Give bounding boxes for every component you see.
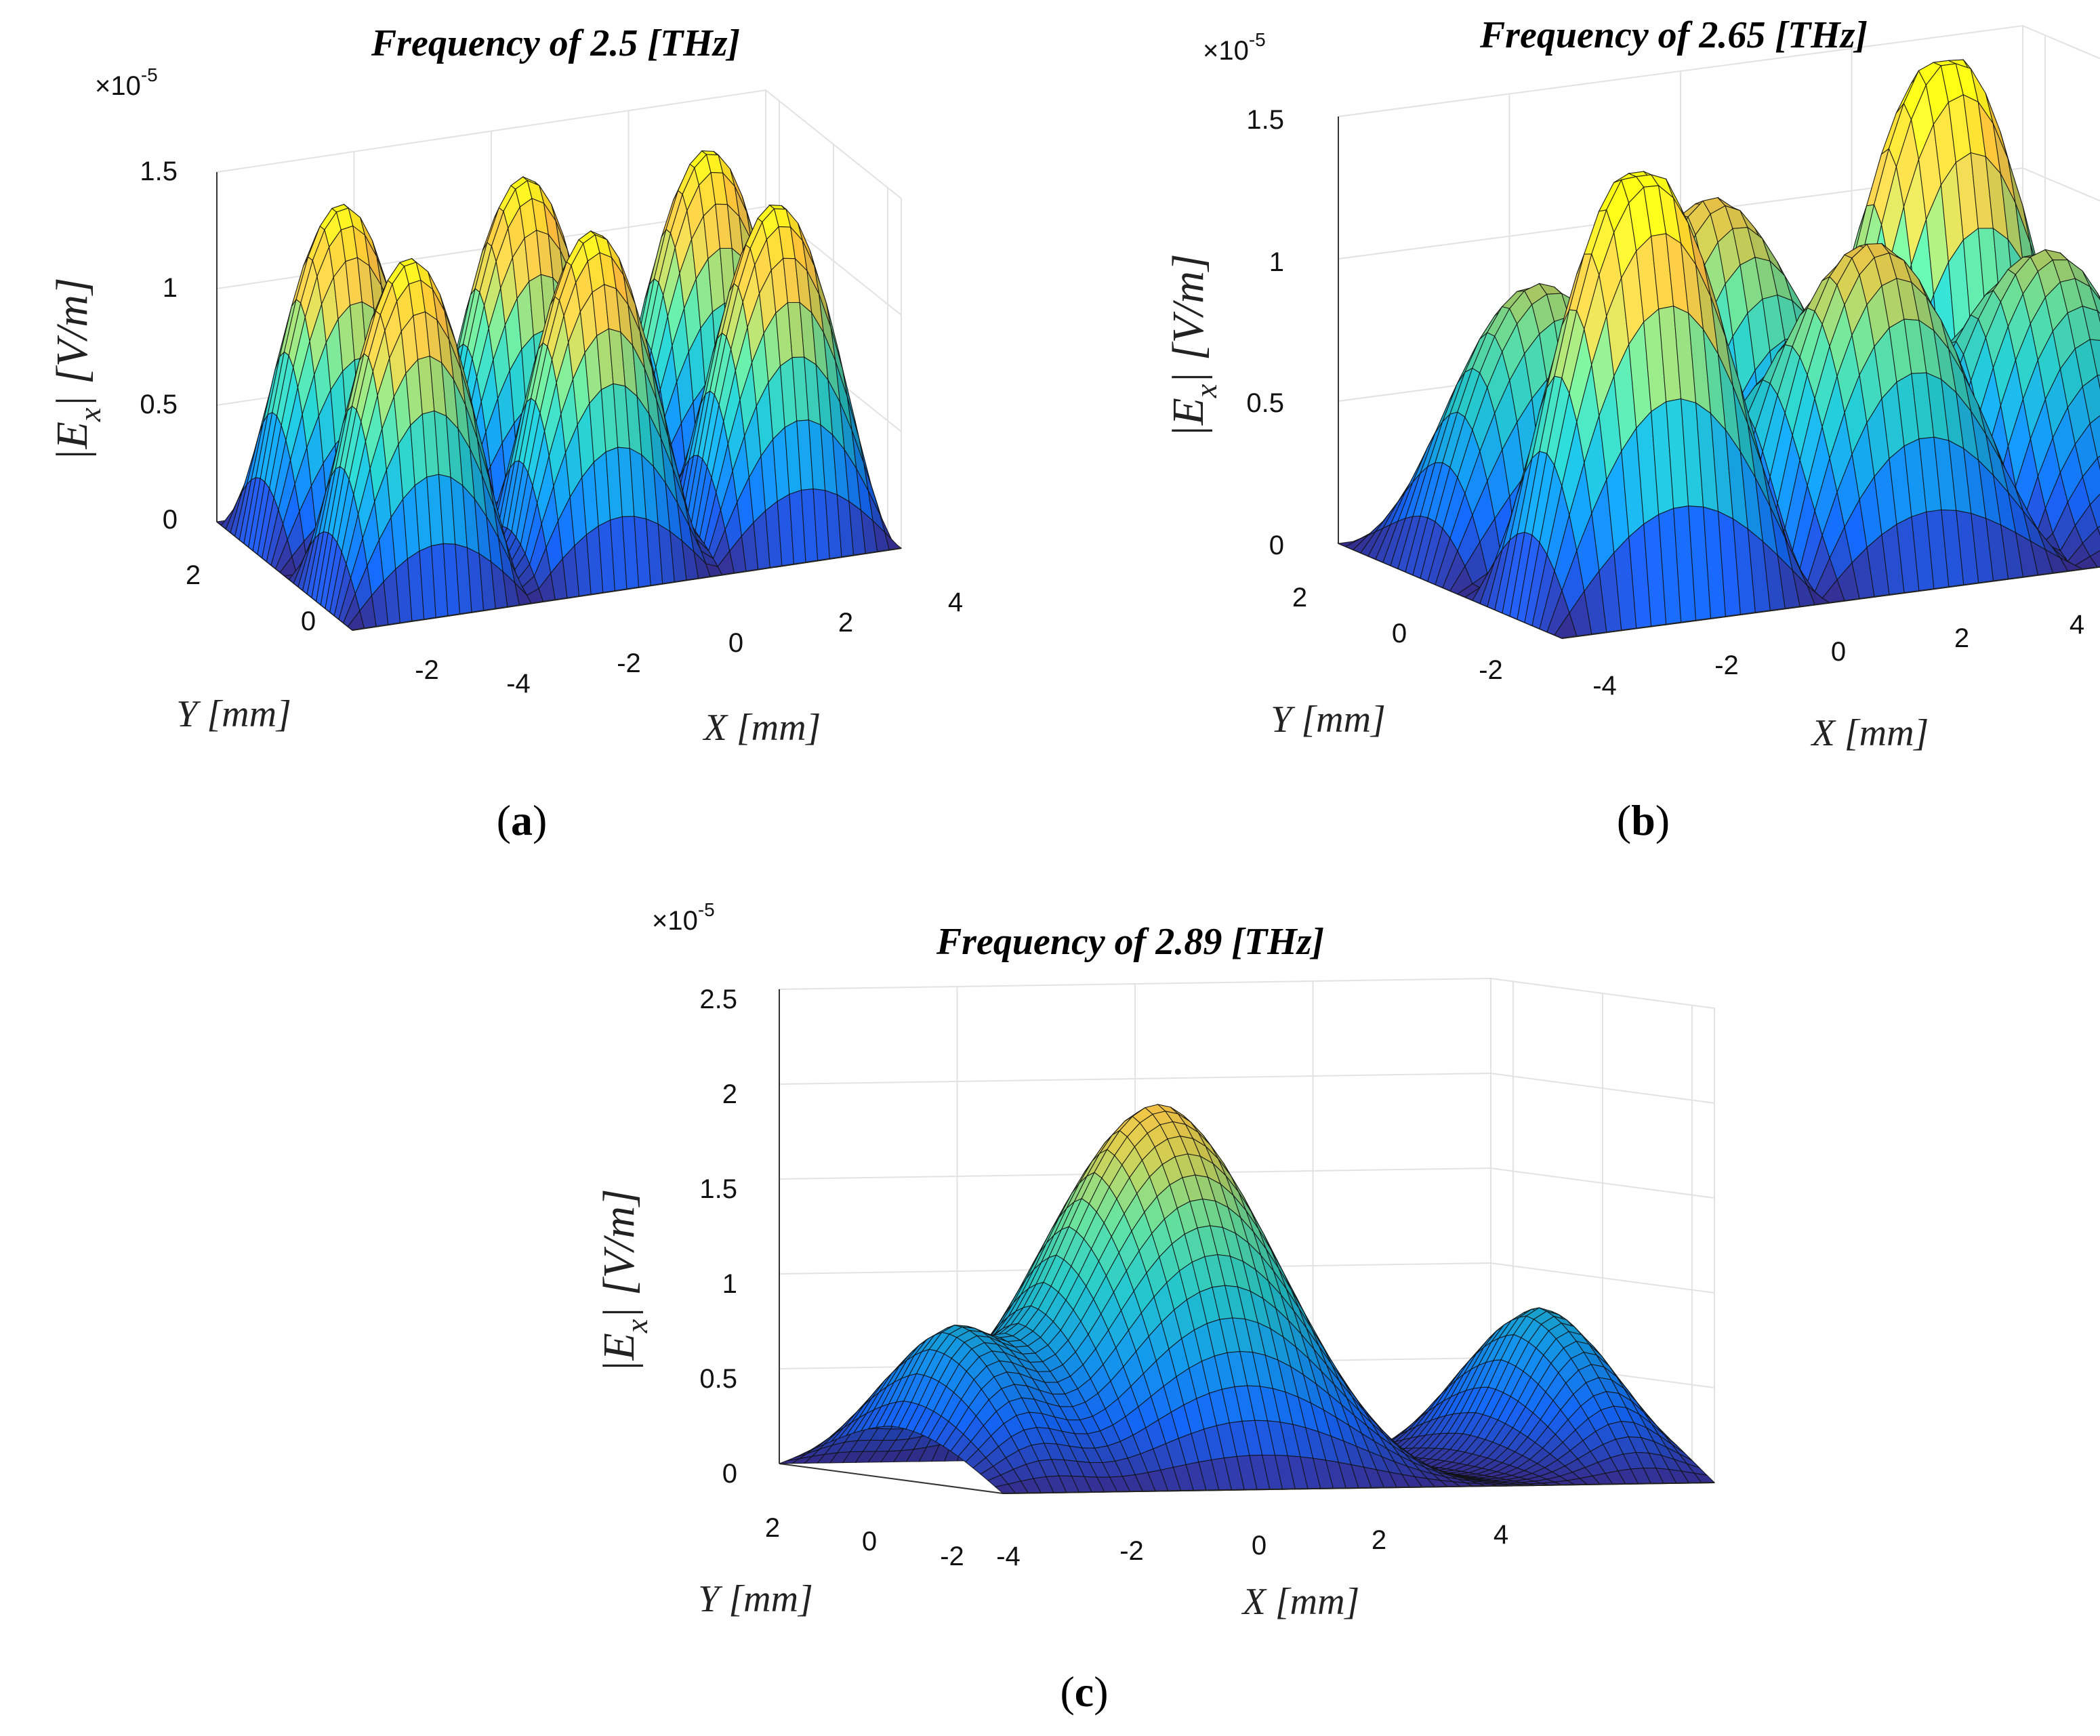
z-tick-labels-c: 0 0.5 1 1.5 2 2.5: [699, 985, 737, 1489]
y-tick-label: 0: [1392, 619, 1407, 648]
y-tick-label: 2: [1292, 583, 1307, 613]
exponent-label-a: ×10-5: [95, 64, 158, 101]
surface-plot-b: Frequency of 2.65 [THz] ×10-5 0 0.5 1 1.…: [1164, 14, 2100, 844]
z-tick-label: 0: [163, 505, 178, 535]
x-tick-label: 0: [1252, 1531, 1267, 1561]
z-tick-label: 2.5: [699, 985, 737, 1014]
surface-plot-c: Frequency of 2.89 [THz] ×10-5 0 0.5 1 1.…: [594, 899, 1716, 1716]
z-tick-label: 0: [722, 1459, 737, 1489]
z-gridline: [216, 205, 902, 316]
x-tick-label: -4: [1592, 671, 1617, 701]
z-tick-label: 0.5: [140, 390, 178, 419]
x-tick-labels-a: -4 -2 0 2 4: [506, 587, 963, 699]
x-axis-label-a: X [mm]: [703, 707, 821, 749]
y-axis-line: [779, 1463, 1004, 1494]
z-tick-label: 1.5: [1246, 105, 1284, 135]
y-axis-label-a: Y [mm]: [176, 693, 291, 735]
z-axis-label-c: |Ex| [V/m]: [594, 1189, 654, 1372]
z-gridline: [779, 1167, 1715, 1199]
x-tick-label: -4: [506, 669, 531, 699]
x-tick-labels-c: -4 -2 0 2 4: [996, 1520, 1508, 1571]
x-tick-label: -2: [1119, 1536, 1144, 1566]
y-axis-label-c: Y [mm]: [698, 1578, 813, 1620]
y-tick-label: -2: [1479, 655, 1503, 685]
y-axis-label-b: Y [mm]: [1271, 699, 1386, 741]
y-tick-label: -2: [415, 655, 439, 685]
x-tick-label: 4: [948, 587, 963, 617]
z-tick-label: 0: [1269, 531, 1284, 560]
y-tick-label: 2: [765, 1513, 780, 1543]
x-tick-label: 4: [2070, 610, 2084, 640]
y-tick-label: -2: [940, 1542, 964, 1571]
exponent-label-b: ×10-5: [1203, 29, 1266, 66]
surface-plot-a: Frequency of 2.5 [THz] ×10-5 0 0.5 1 1.5…: [47, 22, 963, 844]
z-tick-label: 0.5: [699, 1364, 737, 1394]
plot-title-a: Frequency of 2.5 [THz]: [371, 22, 740, 64]
z-tick-labels-a: 0 0.5 1 1.5: [140, 157, 178, 535]
z-gridline: [779, 1072, 1715, 1104]
z-axis-label-b: |Ex| [V/m]: [1164, 253, 1223, 437]
x-axis-label-b: X [mm]: [1811, 712, 1929, 754]
y-tick-label: 2: [186, 560, 201, 590]
surface-mesh-b: [1336, 58, 2100, 639]
z-tick-labels-b: 0 0.5 1 1.5: [1246, 105, 1284, 560]
z-axis-label-a: |Ex| [V/m]: [47, 277, 107, 461]
surface-mesh-c: [779, 1104, 1716, 1494]
z-tick-label: 1: [1269, 247, 1284, 277]
x-tick-label: -2: [1714, 650, 1739, 680]
x-axis-label-c: X [mm]: [1241, 1581, 1360, 1623]
surface-mesh-a: [215, 150, 903, 631]
x-tick-label: 2: [1372, 1525, 1386, 1555]
z-tick-label: 1.5: [699, 1174, 737, 1204]
plot-title-c: Frequency of 2.89 [THz]: [936, 921, 1324, 963]
caption-b: (b): [1617, 796, 1670, 844]
z-tick-label: 2: [722, 1079, 737, 1109]
z-tick-label: 1: [722, 1269, 737, 1299]
z-tick-label: 1.5: [140, 157, 178, 186]
x-tick-label: 0: [1831, 637, 1846, 667]
y-tick-label: 0: [301, 606, 316, 636]
plot-title-b: Frequency of 2.65 [THz]: [1479, 14, 1868, 56]
x-tick-label: -4: [996, 1542, 1021, 1571]
z-tick-label: 1: [163, 273, 178, 303]
x-tick-label: 4: [1494, 1520, 1508, 1550]
x-tick-label: 0: [728, 628, 743, 658]
caption-a: (a): [497, 796, 548, 844]
y-tick-labels-c: 2 0 -2: [765, 1513, 964, 1571]
x-tick-label: -2: [617, 648, 641, 678]
x-tick-label: 2: [1954, 623, 1969, 653]
caption-c: (c): [1060, 1668, 1108, 1716]
exponent-label-c: ×10-5: [652, 899, 715, 936]
y-tick-label: 0: [862, 1527, 877, 1556]
x-tick-label: 2: [838, 608, 853, 638]
z-tick-label: 0.5: [1246, 388, 1284, 418]
